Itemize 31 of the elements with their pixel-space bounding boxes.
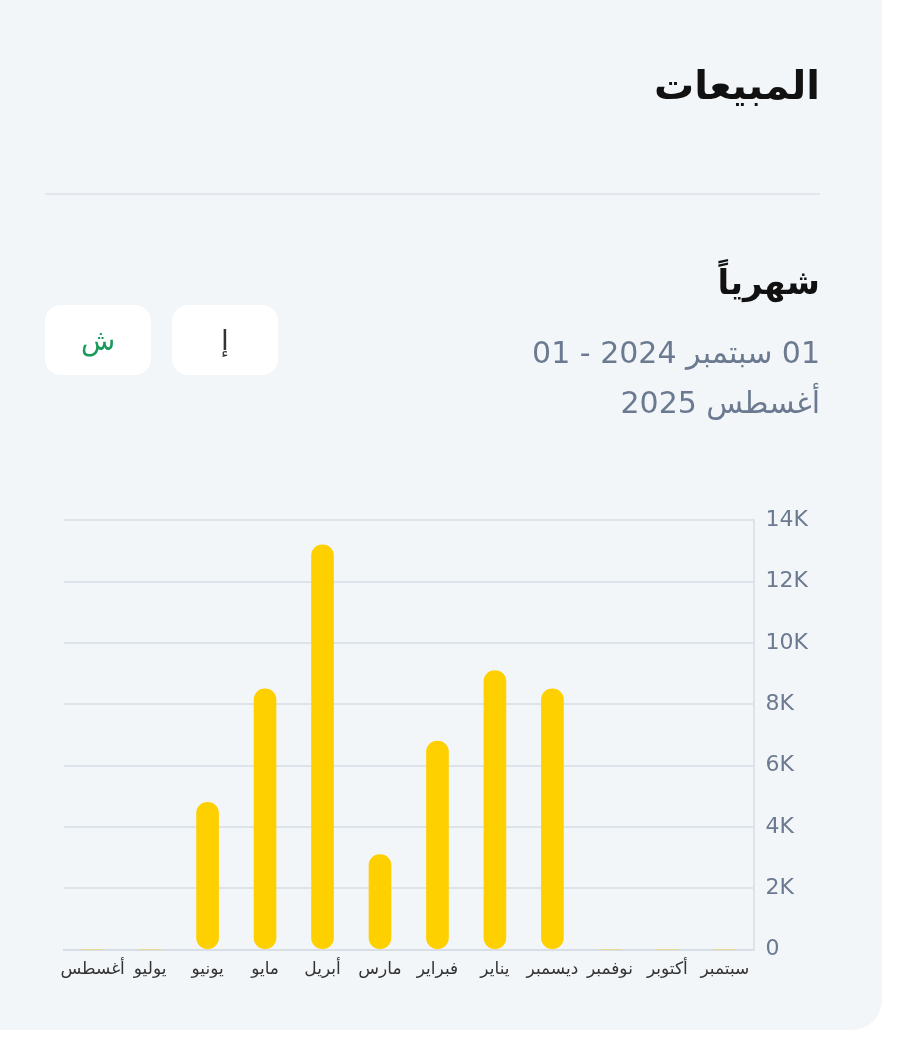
y-tick-label: 8K bbox=[765, 689, 795, 715]
chart-title: المبيعات bbox=[654, 62, 820, 108]
bar bbox=[483, 670, 507, 949]
y-tick-label: 6K bbox=[765, 751, 795, 777]
x-tick-label: فبراير bbox=[415, 958, 459, 979]
y-tick-label: 2K bbox=[765, 873, 795, 899]
y-tick-label: 4K bbox=[765, 812, 795, 838]
bar bbox=[426, 740, 449, 949]
text: 01 سبتمبر 2024 - 01 أغسطس 2025 bbox=[531, 334, 820, 422]
x-tick-label: مايو bbox=[250, 958, 279, 979]
x-tick-label: أبريل bbox=[304, 957, 341, 979]
x-tick-label: أكتوبر bbox=[645, 957, 688, 979]
x-tick-label: سبتمبر bbox=[699, 958, 750, 979]
x-tick-label: نوفمبر bbox=[585, 958, 633, 979]
y-tick-label: 0 bbox=[765, 935, 780, 961]
x-tick-label: ديسمبر bbox=[525, 958, 579, 979]
bar bbox=[196, 802, 219, 949]
x-tick-label: يناير bbox=[479, 958, 510, 979]
y-tick-label: 10K bbox=[765, 628, 809, 654]
text: ش bbox=[45, 305, 151, 375]
text: إ bbox=[172, 305, 278, 375]
bar bbox=[253, 688, 277, 949]
x-tick-label: يونيو bbox=[190, 958, 224, 979]
y-tick-label: 14K bbox=[765, 505, 809, 531]
bar bbox=[368, 854, 392, 949]
x-tick-label: يوليو bbox=[132, 958, 167, 979]
bar bbox=[541, 688, 564, 949]
x-tick-label: أغسطس bbox=[60, 957, 125, 979]
bar bbox=[311, 544, 334, 949]
y-tick-label: 12K bbox=[765, 567, 809, 593]
x-tick-label: مارس bbox=[358, 958, 402, 979]
